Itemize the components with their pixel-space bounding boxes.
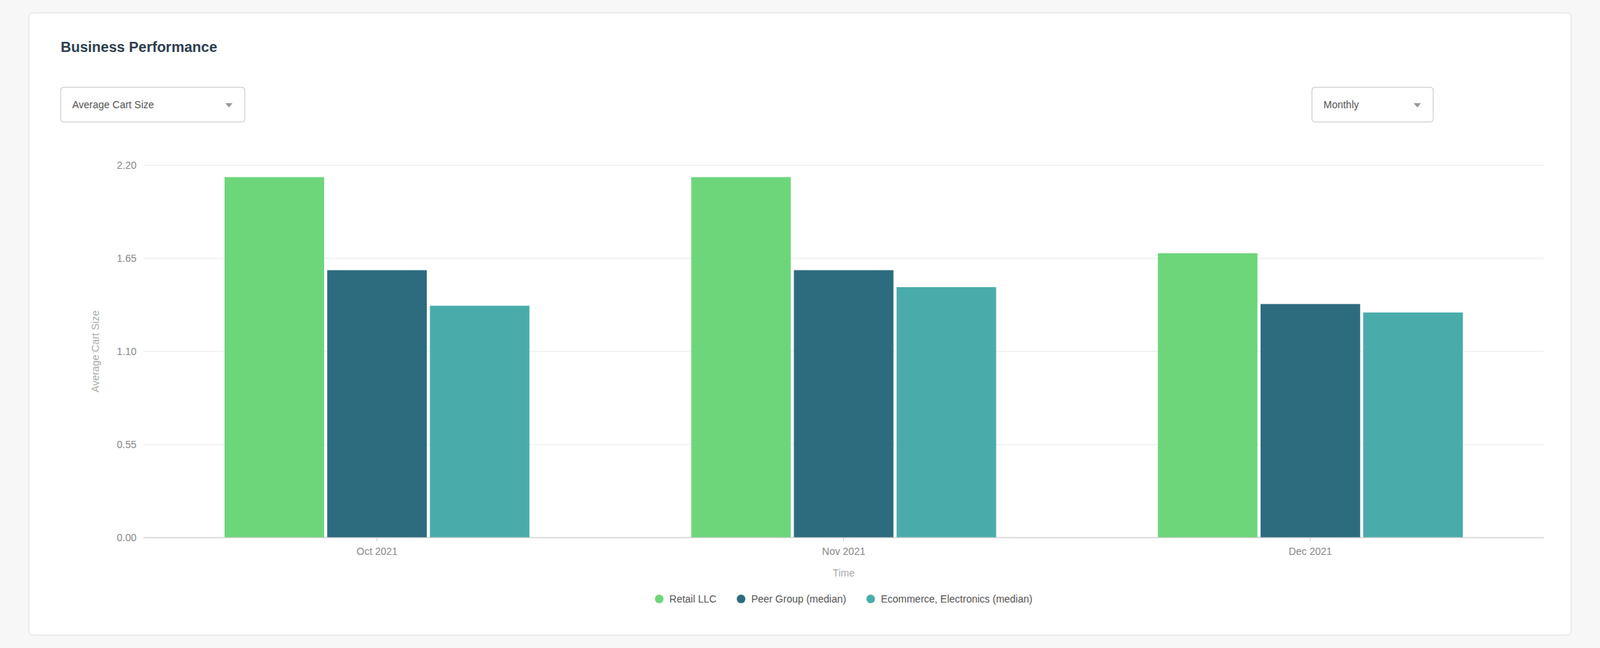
bar (1260, 303, 1361, 538)
x-tick-label: Nov 2021 (822, 545, 866, 558)
x-tick (376, 537, 378, 542)
dropdown-label: Monthly (1323, 98, 1359, 111)
x-tick-label: Oct 2021 (356, 545, 398, 558)
bar (1158, 253, 1258, 538)
grid-line (143, 165, 1544, 167)
dropdown-label: Average Cart Size (72, 98, 155, 111)
bar (224, 176, 325, 538)
dropdown: Average Cart Size (60, 87, 245, 123)
legend-label: Retail LLC (669, 593, 717, 606)
x-axis: Oct 2021 Nov 2021 Dec 2021 (143, 537, 1544, 558)
y-tick-label: 1.65 (116, 252, 137, 265)
legend-swatch (654, 594, 664, 604)
series (429, 287, 1463, 538)
x-axis-label: Time (832, 567, 855, 580)
y-tick-label: 1.10 (116, 345, 137, 358)
y-tick-label: 2.20 (116, 159, 137, 172)
dropdown-box (60, 87, 245, 123)
legend-label: Ecommerce, Electronics (median) (880, 593, 1033, 606)
bar (794, 270, 894, 538)
legend-item: Retail LLC (654, 593, 717, 606)
bar (1363, 312, 1463, 538)
title: Business Performance (60, 38, 218, 55)
dropdown: Monthly (1311, 87, 1434, 123)
legend-swatch (866, 594, 876, 604)
legend-item: Ecommerce, Electronics (median) (866, 593, 1033, 606)
card (28, 12, 1572, 636)
dropdown-arrow (1413, 103, 1421, 108)
x-tick (843, 537, 845, 542)
legend-swatch (736, 594, 746, 604)
y-axis: 0.00 0.55 1.10 1.65 2.20 (116, 159, 137, 544)
chart-root: Business Performance Average Cart Size Mon… (0, 0, 1600, 648)
bar (690, 176, 791, 538)
x-tick-label: Dec 2021 (1288, 545, 1333, 558)
series (224, 176, 1258, 538)
bars (224, 176, 1463, 538)
legend: Retail LLC Peer Group (median) Ecommerce, … (654, 593, 1033, 606)
page: {"chart_data": {"type": "bar", "title": … (0, 0, 1600, 648)
bar (429, 306, 530, 538)
dropdown-arrow (225, 103, 233, 108)
legend-item: Peer Group (median) (736, 593, 847, 606)
grid (143, 165, 1544, 538)
legend-label: Peer Group (median) (750, 593, 847, 606)
x-tick (1309, 537, 1311, 542)
bar (327, 270, 427, 538)
y-tick-label: 0.55 (116, 438, 137, 451)
y-axis-label: Average Cart Size (89, 310, 102, 393)
dropdown-box (1311, 87, 1434, 123)
bar (896, 287, 997, 538)
grid-line (143, 258, 1544, 260)
y-tick-label: 0.00 (116, 532, 137, 544)
page-background (0, 0, 1600, 648)
series (327, 270, 1361, 538)
